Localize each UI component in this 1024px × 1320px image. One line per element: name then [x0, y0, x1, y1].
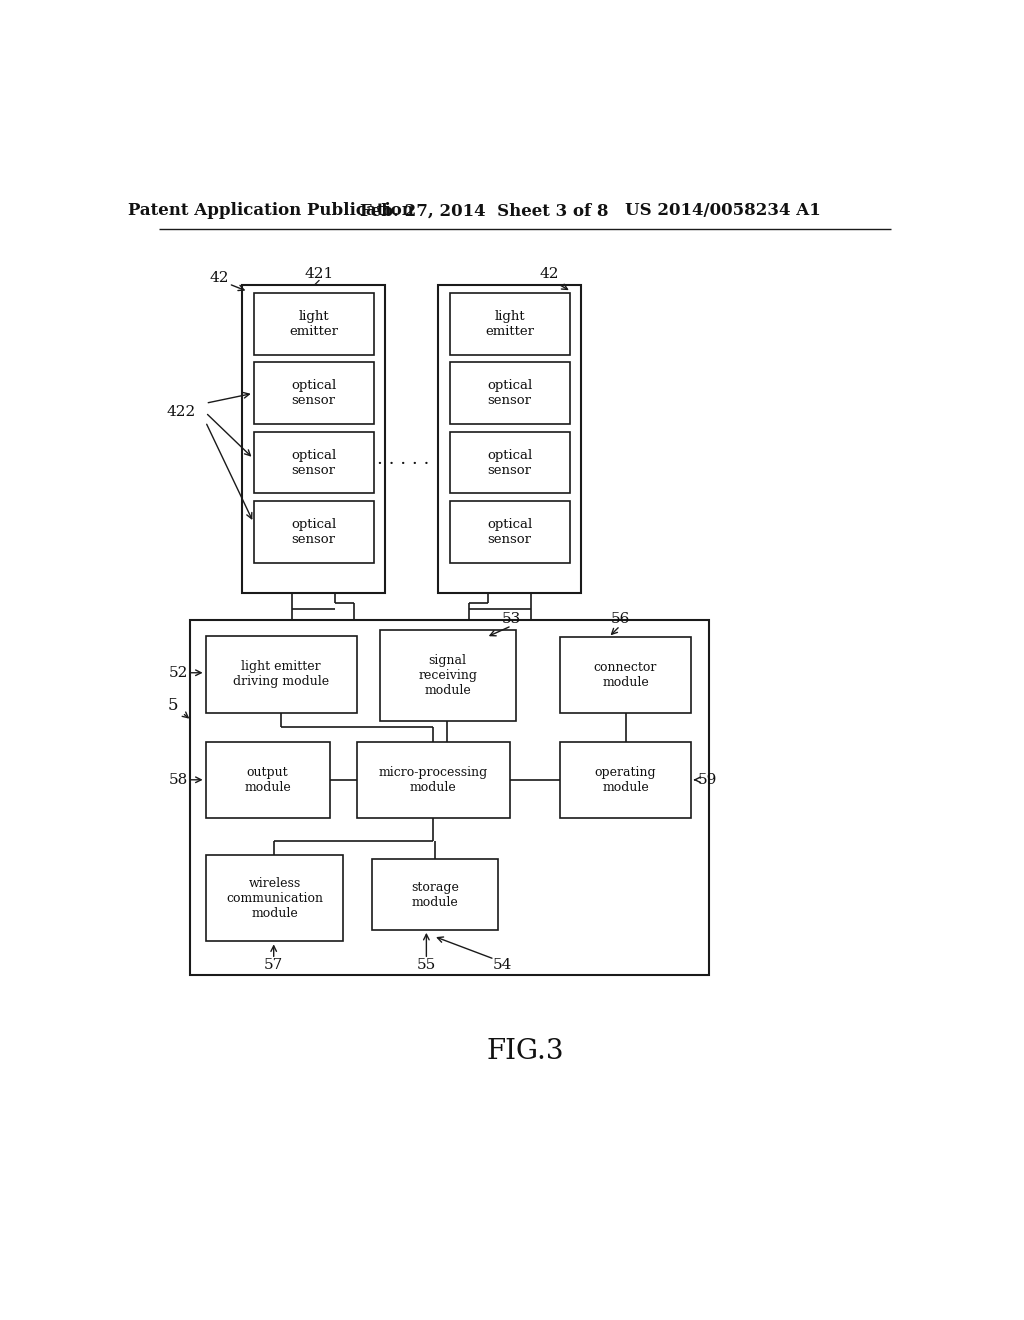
- Bar: [438, 285, 582, 594]
- Bar: [242, 285, 385, 594]
- Text: 57: 57: [264, 958, 284, 973]
- Text: 59: 59: [698, 772, 718, 787]
- Bar: [450, 363, 569, 424]
- Text: . . . . .: . . . . .: [377, 450, 429, 467]
- Bar: [560, 742, 690, 817]
- Text: Feb. 27, 2014  Sheet 3 of 8: Feb. 27, 2014 Sheet 3 of 8: [360, 202, 608, 219]
- Bar: [450, 502, 569, 562]
- Text: light
emitter: light emitter: [485, 310, 535, 338]
- Bar: [380, 631, 515, 721]
- Bar: [450, 432, 569, 494]
- Text: 58: 58: [169, 772, 188, 787]
- Bar: [206, 636, 356, 713]
- Bar: [254, 432, 374, 494]
- Text: storage
module: storage module: [411, 880, 459, 908]
- Text: light
emitter: light emitter: [289, 310, 338, 338]
- Text: 53: 53: [502, 612, 521, 626]
- Text: 421: 421: [305, 267, 334, 281]
- Bar: [372, 859, 498, 929]
- Bar: [450, 293, 569, 355]
- Text: optical
sensor: optical sensor: [291, 517, 336, 546]
- Text: wireless
communication
module: wireless communication module: [226, 876, 323, 920]
- Bar: [356, 742, 510, 817]
- Text: 52: 52: [169, 665, 188, 680]
- Bar: [190, 620, 710, 974]
- Text: optical
sensor: optical sensor: [291, 379, 336, 408]
- Bar: [254, 363, 374, 424]
- Text: optical
sensor: optical sensor: [487, 449, 532, 477]
- Text: 5: 5: [168, 697, 178, 714]
- Bar: [206, 855, 343, 941]
- Text: micro-processing
module: micro-processing module: [379, 766, 488, 793]
- Bar: [254, 293, 374, 355]
- Text: output
module: output module: [244, 766, 291, 793]
- Text: light emitter
driving module: light emitter driving module: [233, 660, 329, 688]
- Text: connector
module: connector module: [594, 661, 657, 689]
- Text: optical
sensor: optical sensor: [487, 379, 532, 408]
- Text: US 2014/0058234 A1: US 2014/0058234 A1: [626, 202, 821, 219]
- Bar: [206, 742, 330, 817]
- Text: 42: 42: [539, 267, 558, 281]
- Text: FIG.3: FIG.3: [486, 1038, 563, 1065]
- Text: 56: 56: [610, 612, 630, 626]
- Bar: [254, 502, 374, 562]
- Text: operating
module: operating module: [595, 766, 656, 793]
- Text: Patent Application Publication: Patent Application Publication: [128, 202, 415, 219]
- Text: 55: 55: [417, 958, 436, 973]
- Text: 422: 422: [166, 405, 196, 420]
- Text: signal
receiving
module: signal receiving module: [418, 655, 477, 697]
- Text: optical
sensor: optical sensor: [291, 449, 336, 477]
- Bar: [560, 638, 690, 713]
- Text: optical
sensor: optical sensor: [487, 517, 532, 546]
- Text: 42: 42: [210, 271, 229, 285]
- Text: 54: 54: [493, 958, 512, 973]
